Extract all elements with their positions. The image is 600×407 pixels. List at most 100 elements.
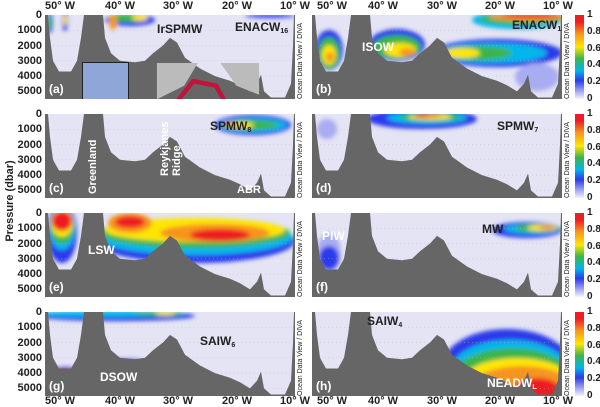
water-mass-name: SPMW <box>497 119 535 133</box>
y-tick-label: 1000 <box>17 321 42 334</box>
water-mass-label: SPMW8 <box>210 119 251 134</box>
panel-label: (d) <box>316 181 332 195</box>
y-tick-label: 5000 <box>17 85 42 98</box>
water-mass-name: SAIW <box>200 334 232 348</box>
panel-d: (d) SPMW7 <box>312 114 562 198</box>
y-tick-label: 1000 <box>17 222 42 235</box>
concentration-field <box>315 15 562 91</box>
x-tick-label-top: 20° W <box>221 0 253 12</box>
concentration-field <box>47 213 295 263</box>
water-mass-name: PIW <box>322 229 345 243</box>
y-tick-label: 0 <box>35 306 42 318</box>
panel-h: (h) SAIW4 NEADWL <box>312 312 562 396</box>
watermark: Ocean Data View / DIVA <box>297 23 304 99</box>
section-plot <box>312 213 562 297</box>
section-plot <box>312 114 562 198</box>
panel-label: (a) <box>49 82 64 96</box>
y-tick-label: 1000 <box>17 24 42 37</box>
colorbar <box>575 114 584 198</box>
x-tick-label-top: 10° W <box>542 0 574 12</box>
concentration-patch <box>115 216 145 228</box>
water-mass-subscript: L <box>532 384 537 391</box>
colorbar-tick-label: 1 <box>587 108 593 119</box>
x-tick-label-bottom: 30° W <box>426 395 458 407</box>
section-plot <box>45 213 295 297</box>
water-mass-label: IrSPMW <box>157 22 202 36</box>
panel-f: (f) PIW MW <box>312 213 562 297</box>
water-mass-subscript: 8 <box>247 127 252 134</box>
concentration-field <box>215 115 291 135</box>
concentration-patch <box>109 15 117 30</box>
concentration-patch <box>52 213 72 231</box>
x-tick-label-top: 30° W <box>426 0 458 12</box>
y-tick-label: 1000 <box>17 123 42 136</box>
concentration-patch <box>190 229 250 241</box>
water-mass-name: LSW <box>88 243 115 257</box>
water-mass-name: MW <box>482 222 504 236</box>
water-mass-name: ISOW <box>362 40 394 54</box>
colorbar-tick-label: 0.6 <box>587 339 600 351</box>
concentration-patch <box>132 15 148 21</box>
water-mass-label: ENACW16 <box>235 20 288 35</box>
colorbar-tick-label: 0.6 <box>587 42 600 54</box>
x-tick-label-top: 40° W <box>104 0 136 12</box>
location-inset-map <box>82 62 260 99</box>
x-tick-label-bottom: 40° W <box>104 395 136 407</box>
concentration-patch <box>444 48 480 58</box>
y-tick-label: 5000 <box>17 184 42 197</box>
panel-label: (c) <box>49 181 64 195</box>
water-mass-name: DSOW <box>100 370 138 384</box>
colorbar-tick-label: 0.8 <box>587 25 600 37</box>
water-mass-name: ENACW <box>512 18 558 32</box>
bathymetry <box>45 213 295 297</box>
colorbar-tick-label: 0.2 <box>587 175 600 187</box>
x-tick-label-top: 50° W <box>44 0 76 12</box>
y-tick-label: 4000 <box>17 169 42 182</box>
water-mass-name: NEADW <box>487 376 533 390</box>
colorbar-tick-label: 0.2 <box>587 76 600 88</box>
concentration-field <box>47 15 295 33</box>
water-mass-subscript: 7 <box>534 127 539 134</box>
bathymetry <box>312 312 562 396</box>
watermark: Ocean Data View / DIVA <box>564 122 571 198</box>
panel-a: (a) IrSPMW ENACW16 <box>45 15 295 99</box>
water-mass-label: PIW <box>322 229 345 243</box>
panel-label: (g) <box>49 379 65 393</box>
y-tick-label: 0 <box>35 108 42 120</box>
colorbar-tick-label: 0 <box>587 291 593 302</box>
colorbar-tick-label: 0 <box>587 93 593 104</box>
colorbar-tick-label: 0.4 <box>587 59 600 71</box>
colorbar-tick-label: 0 <box>587 390 593 401</box>
x-tick-label-top: 40° W <box>367 0 399 12</box>
water-mass-label: DSOW <box>100 370 137 384</box>
colorbar-tick-label: 0.6 <box>587 141 600 153</box>
inset-map-track <box>156 63 260 99</box>
water-mass-subscript: 16 <box>280 28 289 35</box>
panel-label: (h) <box>316 379 332 393</box>
y-tick-label: 0 <box>35 9 42 21</box>
water-mass-label: ENACW12 <box>512 18 562 33</box>
panel-label: (f) <box>316 280 328 294</box>
colorbar-tick-label: 1 <box>587 207 593 218</box>
concentration-patch <box>63 15 67 26</box>
concentration-patch <box>326 52 334 62</box>
colorbar-tick-label: 1 <box>587 9 593 20</box>
watermark: Ocean Data View / DIVA <box>297 122 304 198</box>
x-tick-label-top: 50° W <box>316 0 348 12</box>
x-tick-label-bottom: 50° W <box>316 395 348 407</box>
concentration-patch <box>245 15 295 18</box>
watermark: Ocean Data View / DIVA <box>297 320 304 396</box>
topography-label: ABR <box>237 184 261 196</box>
y-tick-label: 2000 <box>17 336 42 349</box>
concentration-field <box>317 114 477 139</box>
colorbar <box>575 312 584 396</box>
y-tick-label: 3000 <box>17 252 42 265</box>
y-tick-label: 0 <box>35 207 42 219</box>
colorbar-tick-label: 0.6 <box>587 240 600 252</box>
x-tick-label-bottom: 40° W <box>367 395 399 407</box>
x-tick-label-bottom: 20° W <box>221 395 253 407</box>
y-tick-label: 2000 <box>17 237 42 250</box>
topography-label: Reykjanes <box>159 121 171 176</box>
bathymetry <box>45 312 295 396</box>
colorbar-tick-label: 1 <box>587 306 593 317</box>
